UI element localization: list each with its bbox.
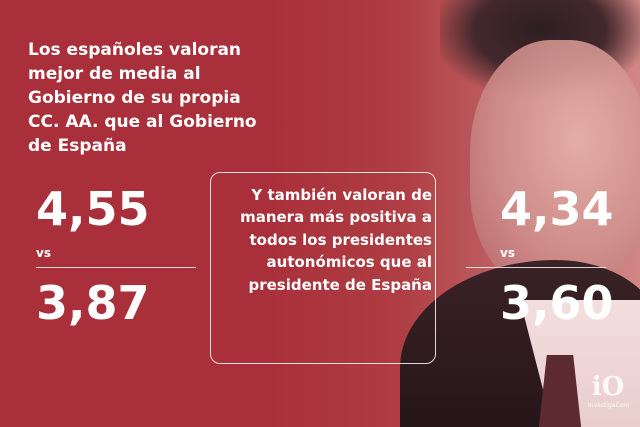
right-value-bottom: 3,60 xyxy=(500,276,614,330)
brand-logo: iO InvestigaCom xyxy=(588,372,630,416)
right-divider xyxy=(466,267,606,268)
right-value-top: 4,34 xyxy=(500,182,614,236)
callout-text: Y también valoran de manera más positiva… xyxy=(240,186,432,294)
left-divider xyxy=(36,267,196,268)
callout-box xyxy=(210,172,436,364)
right-vs-label: vs xyxy=(500,246,515,260)
left-vs-label: vs xyxy=(36,246,51,260)
headline: Los españoles valoran mejor de media al … xyxy=(28,40,257,156)
left-value-bottom: 3,87 xyxy=(36,276,150,330)
left-value-top: 4,55 xyxy=(36,182,150,236)
photo-face xyxy=(470,40,640,290)
logo-mark: iO xyxy=(591,372,625,402)
logo-caption: InvestigaCom xyxy=(588,402,630,409)
